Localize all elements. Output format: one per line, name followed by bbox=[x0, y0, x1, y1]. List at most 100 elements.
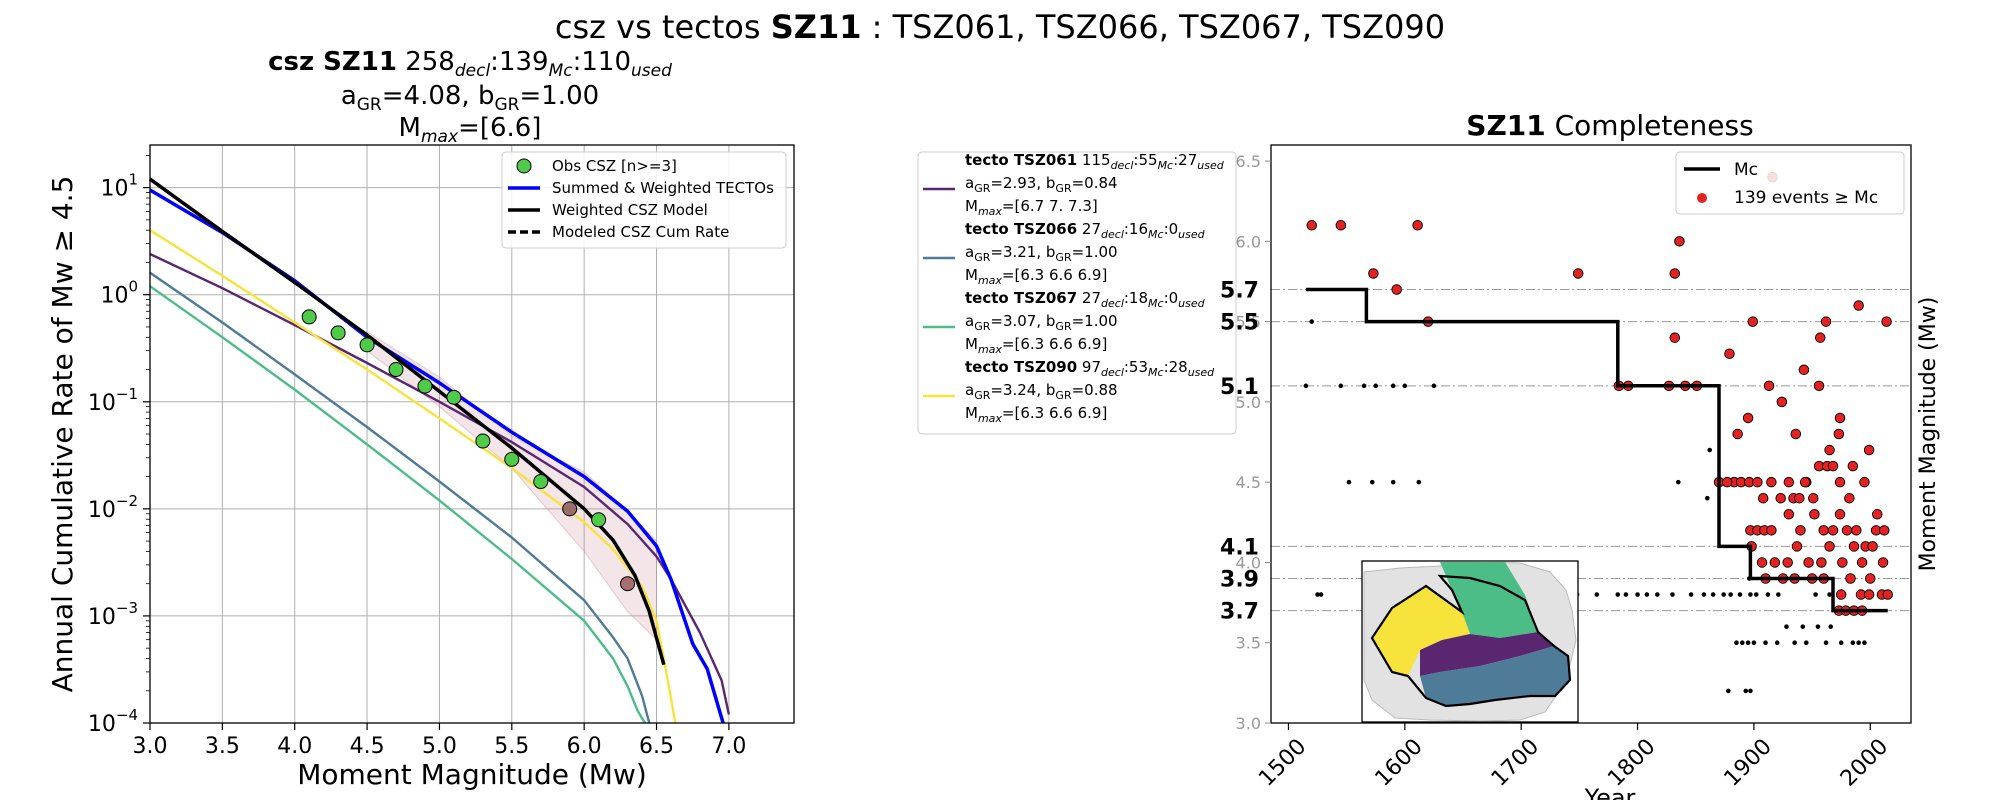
right-y-tick-label: 5.0 bbox=[1236, 393, 1261, 412]
event-above-mc bbox=[1847, 460, 1859, 472]
right-y-tick-label: 4.5 bbox=[1236, 473, 1261, 492]
right-chart-title: SZ11 Completeness bbox=[1466, 109, 1753, 142]
event-above-mc bbox=[1791, 541, 1803, 552]
tecto-legend-line3: Mmax=[6.3 6.6 6.9] bbox=[965, 404, 1107, 425]
observed-point bbox=[504, 451, 520, 467]
observed-point bbox=[446, 389, 462, 405]
left-x-tick-label: 6.5 bbox=[639, 734, 674, 759]
right-y-tick-label: 6.5 bbox=[1236, 152, 1261, 171]
event-above-mc bbox=[1816, 557, 1827, 568]
left-y-tick-label: 10−3 bbox=[88, 599, 138, 630]
event-above-mc bbox=[1747, 316, 1758, 327]
inset-zone-tsz066 bbox=[1420, 646, 1570, 706]
event-above-mc bbox=[1669, 268, 1681, 279]
event-below-mc bbox=[1705, 495, 1710, 501]
event-below-mc bbox=[1688, 592, 1694, 597]
event-above-mc bbox=[1877, 557, 1889, 568]
event-above-mc bbox=[1775, 492, 1786, 504]
event-below-mc bbox=[1369, 479, 1375, 485]
mc-value-label: 4.1 bbox=[1220, 535, 1259, 560]
event-below-mc bbox=[1737, 592, 1743, 597]
event-above-mc bbox=[1848, 541, 1860, 552]
right-x-tick-label: 1600 bbox=[1371, 734, 1428, 791]
event-below-mc bbox=[1675, 479, 1681, 485]
event-above-mc bbox=[1783, 509, 1795, 520]
cumulative-rate-plot: 3.0 3.5 4.0 4.5 5.0 5.5 6.0 6.5 7.0 10110010−110… bbox=[46, 144, 795, 791]
event-above-mc bbox=[1835, 589, 1847, 600]
right-y-tick-label: 5.5 bbox=[1236, 313, 1261, 332]
figure-title: csz vs tectos SZ11 : TSZ061, TSZ066, TSZ… bbox=[555, 8, 1445, 46]
event-below-mc bbox=[1655, 592, 1660, 597]
observed-point bbox=[301, 309, 317, 325]
right-legend: Mc 139 events ≥ Mc bbox=[1675, 151, 1905, 215]
right-x-axis-label: Year bbox=[1584, 784, 1636, 800]
events-above-mc bbox=[1306, 171, 1893, 616]
left-x-ticks: 3.0 3.5 4.0 4.5 5.0 5.5 6.0 6.5 7.0 bbox=[133, 723, 746, 759]
mc-value-label: 3.7 bbox=[1220, 600, 1259, 625]
event-below-mc bbox=[1346, 479, 1352, 485]
event-below-mc bbox=[1670, 592, 1675, 597]
event-above-mc bbox=[1867, 541, 1878, 552]
right-y-tick-label: 6.0 bbox=[1236, 232, 1261, 251]
event-above-mc bbox=[1799, 476, 1811, 488]
event-below-mc bbox=[1303, 383, 1309, 389]
series-line-tsz067 bbox=[149, 285, 646, 724]
tecto-legend-line2: aGR=3.21, bGR=1.00 bbox=[965, 243, 1118, 264]
event-below-mc bbox=[1823, 640, 1829, 646]
event-above-mc bbox=[1763, 380, 1775, 392]
event-above-mc bbox=[1776, 396, 1788, 408]
left-title-line1: csz SZ11 258decl:139Mc:110used bbox=[268, 47, 672, 81]
event-above-mc bbox=[1820, 316, 1832, 327]
event-above-mc bbox=[1783, 476, 1795, 488]
mc-value-label: 5.1 bbox=[1220, 375, 1259, 400]
mc-value-label: 5.7 bbox=[1220, 279, 1259, 304]
event-above-mc bbox=[1724, 348, 1735, 359]
right-y-ticks: 3.0 3.5 4.0 4.5 5.0 5.5 6.0 6.5 bbox=[1236, 152, 1271, 733]
right-x-tick-label: 1900 bbox=[1720, 734, 1777, 791]
event-above-mc bbox=[1813, 380, 1825, 392]
event-below-mc bbox=[1309, 319, 1315, 324]
event-above-mc bbox=[1794, 492, 1805, 504]
event-below-mc bbox=[1743, 688, 1749, 694]
event-below-mc bbox=[1721, 592, 1726, 597]
event-below-mc bbox=[1318, 592, 1324, 597]
right-x-tick-label: 1500 bbox=[1254, 734, 1311, 791]
event-above-mc bbox=[1391, 284, 1402, 295]
tecto-legend-box bbox=[917, 151, 1237, 435]
event-below-mc bbox=[1774, 640, 1780, 646]
event-below-mc bbox=[1813, 592, 1818, 597]
event-below-mc bbox=[1745, 640, 1751, 646]
event-below-mc bbox=[1803, 640, 1809, 646]
event-below-mc bbox=[1815, 624, 1821, 629]
event-above-mc bbox=[1834, 509, 1846, 520]
event-above-mc bbox=[1766, 476, 1777, 488]
legend-label-obs: Obs CSZ [n>=3] bbox=[552, 157, 677, 175]
event-above-mc bbox=[1844, 492, 1855, 504]
inset-zone-tsz061 bbox=[1420, 632, 1554, 676]
event-below-mc bbox=[1739, 640, 1745, 646]
right-y-tick-label: 3.0 bbox=[1236, 714, 1261, 733]
event-above-mc bbox=[1878, 525, 1890, 536]
event-below-mc bbox=[1862, 640, 1867, 646]
event-above-mc bbox=[1769, 557, 1781, 568]
event-above-mc bbox=[1809, 509, 1820, 520]
event-below-mc bbox=[1850, 640, 1856, 646]
event-below-mc bbox=[1838, 640, 1844, 646]
observed-point bbox=[330, 325, 346, 341]
event-below-mc bbox=[1728, 592, 1733, 597]
left-y-tick-label: 10−2 bbox=[88, 492, 138, 523]
right-x-tick-label: 1700 bbox=[1487, 734, 1544, 791]
observed-points bbox=[301, 309, 636, 592]
event-above-mc bbox=[1818, 525, 1829, 536]
event-below-mc bbox=[1792, 640, 1797, 646]
left-x-tick-label: 7.0 bbox=[711, 734, 746, 759]
event-below-mc bbox=[1615, 592, 1621, 597]
left-x-tick-label: 3.5 bbox=[205, 734, 240, 759]
event-above-mc bbox=[1863, 444, 1875, 456]
event-above-mc bbox=[1368, 268, 1379, 279]
event-above-mc bbox=[1757, 492, 1769, 504]
event-above-mc bbox=[1798, 364, 1810, 376]
event-above-mc bbox=[1742, 412, 1754, 424]
event-above-mc bbox=[1859, 476, 1870, 488]
observed-point bbox=[359, 337, 375, 353]
